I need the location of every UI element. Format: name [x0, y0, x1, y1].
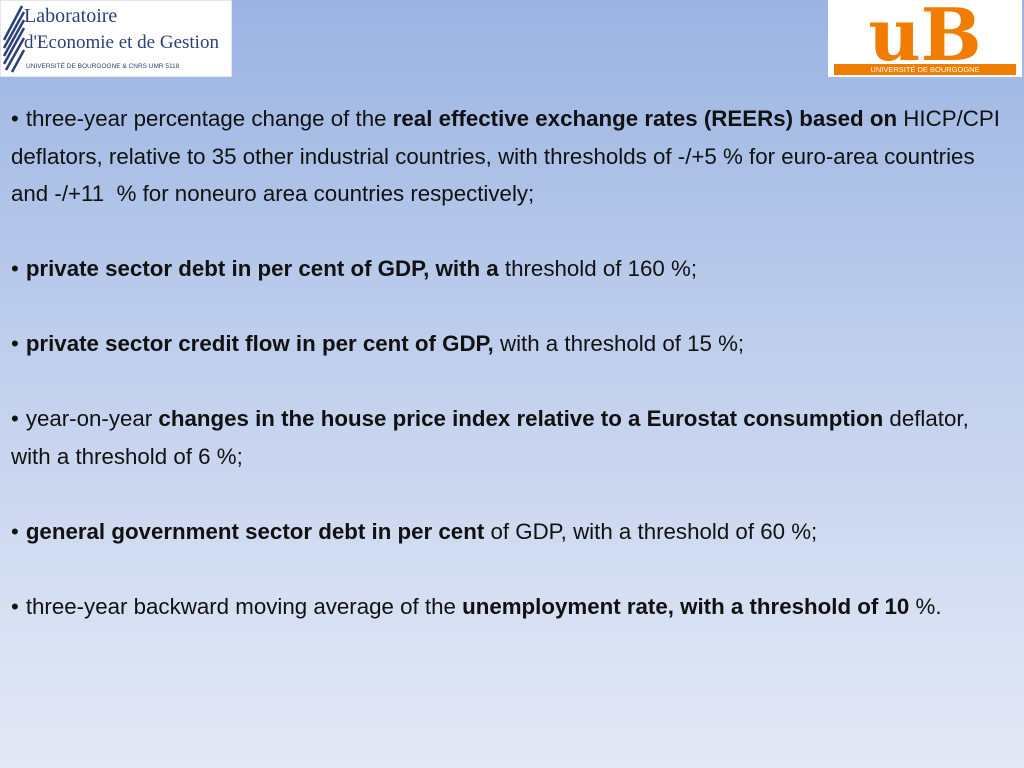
bullet-text: real effective exchange rates (REERs) ba…: [392, 106, 898, 131]
bullet-symbol: •: [11, 106, 19, 131]
bullet-symbol: •: [11, 406, 19, 431]
bullet-list: • three-year percentage change of the rea…: [11, 100, 1001, 663]
bullet-text: three-year backward moving average of th…: [25, 593, 463, 619]
bullet-text: threshold of 160 %;: [498, 256, 698, 281]
bullet: • private sector credit flow in per cent …: [11, 325, 1001, 363]
lab-logo: Laboratoire d'Economie et de Gestion UNI…: [0, 0, 232, 77]
bullet-text: with a threshold of 15 %;: [493, 331, 745, 356]
bullet-text: of GDP, with a threshold of 60 %;: [484, 518, 818, 544]
bullet-text: changes in the house price index relativ…: [158, 406, 884, 431]
bullet-text: private sector credit flow in per cent o…: [25, 331, 494, 356]
bullet-text: unemployment rate, with a threshold of 1…: [462, 593, 910, 619]
bullet: • private sector debt in per cent of GDP,…: [11, 250, 1001, 288]
lab-name: d'Economie et de Gestion: [24, 32, 219, 53]
bullet-symbol: •: [11, 593, 19, 619]
bullet: • three-year percentage change of the rea…: [11, 100, 1001, 213]
bullet-text: three-year percentage change of the: [25, 106, 393, 131]
bullet: • general government sector debt in per c…: [11, 513, 1001, 551]
bullet-text: %.: [909, 593, 942, 619]
bullet-text: private sector debt in per cent of GDP, …: [25, 256, 499, 281]
bullet-symbol: •: [11, 256, 19, 281]
bullet-text: HICP/CPI deflators, relative to 35 other…: [11, 106, 1007, 206]
bullet-symbol: •: [11, 518, 19, 544]
bullet-text: deflator, with a threshold of 6 %;: [11, 406, 975, 469]
bullet-text: year-on-year: [25, 406, 159, 431]
ub-sub: UNIVERSITÉ DE BOURGOGNE: [870, 65, 979, 74]
ub-logo: uB UNIVERSITÉ DE BOURGOGNE: [828, 0, 1022, 77]
lab-name: Laboratoire: [24, 5, 117, 27]
bullet-symbol: •: [11, 331, 19, 356]
bullet: • three-year backward moving average of t…: [11, 588, 1001, 626]
bullet-text: general government sector debt in per ce…: [25, 518, 485, 544]
lab-sub: UNIVERSITÉ DE BOURGOGNE & CNRS UMR 5118: [26, 61, 180, 70]
bullet: • year-on-year changes in the house price…: [11, 400, 1001, 475]
